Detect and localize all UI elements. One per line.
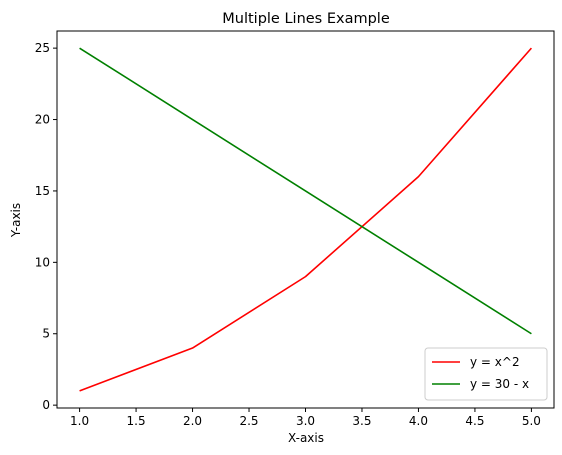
x-tick-label: 5.0 (522, 414, 541, 428)
legend-label: y = x^2 (470, 355, 520, 369)
y-tick-label: 10 (35, 255, 50, 269)
legend-box (424, 347, 548, 401)
x-tick-label: 4.5 (465, 414, 484, 428)
x-tick-label: 3.5 (352, 414, 371, 428)
x-tick-label: 4.0 (409, 414, 428, 428)
y-axis-ticks: 0 5 10 15 20 25 (35, 41, 57, 412)
x-tick-label: 2.5 (239, 414, 258, 428)
x-tick-label: 1.0 (70, 414, 89, 428)
legend-label: y = 30 - x (470, 377, 529, 391)
x-tick-label: 1.5 (127, 414, 146, 428)
series-lines (79, 47, 533, 392)
legend: y = x^2 y = 30 - x (424, 347, 548, 401)
x-tick-label: 2.0 (183, 414, 202, 428)
x-axis-ticks: 1.0 1.5 2.0 2.5 3.0 3.5 4.0 4.5 5.0 (70, 408, 541, 428)
series-line-1 (79, 47, 533, 392)
x-tick-label: 3.0 (296, 414, 315, 428)
y-axis-label: Y-axis (9, 203, 23, 238)
y-tick-label: 20 (35, 113, 50, 127)
y-tick-label: 0 (42, 398, 50, 412)
series-line-2 (79, 47, 532, 335)
chart-title: Multiple Lines Example (222, 11, 390, 27)
y-tick-label: 5 (42, 327, 50, 341)
y-tick-label: 15 (35, 184, 50, 198)
y-tick-label: 25 (35, 41, 50, 55)
x-axis-label: X-axis (288, 431, 324, 445)
